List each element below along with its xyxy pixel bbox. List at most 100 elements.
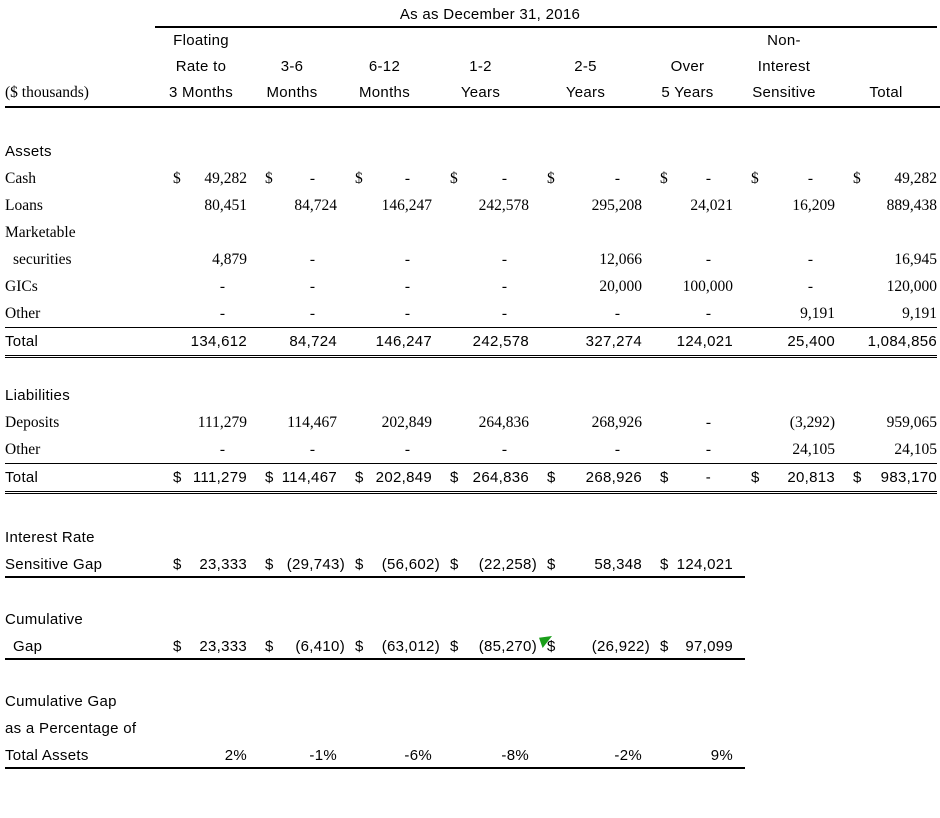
cell-value: - <box>404 278 410 295</box>
cell-value: (85,270) <box>478 638 537 655</box>
column-header <box>337 28 432 54</box>
currency-symbol <box>733 273 751 300</box>
header-row-1: Floating Non- <box>5 28 937 54</box>
cell-value: 84,724 <box>289 333 337 350</box>
currency-symbol: $ <box>751 469 760 486</box>
cell: 327,274 <box>529 328 642 355</box>
cell-value: 114,467 <box>287 414 337 431</box>
cell-value: - <box>501 278 507 295</box>
cell: - <box>155 436 247 463</box>
cell-value: 120,000 <box>886 278 937 295</box>
cell: 9,191 <box>733 300 835 327</box>
cell: $58,348 <box>529 551 642 578</box>
column-header: 1-2 <box>469 58 492 75</box>
cell-value: - <box>404 251 410 268</box>
currency-symbol <box>247 273 265 300</box>
column-header <box>835 28 937 54</box>
cell-value: - <box>501 305 507 322</box>
cell-value: - <box>705 414 711 431</box>
cell: 268,926 <box>529 409 642 436</box>
cell: 9% <box>642 742 733 769</box>
cell-value: 983,170 <box>880 469 937 486</box>
currency-symbol <box>529 192 547 219</box>
cell-value: - <box>614 441 620 458</box>
currency-symbol <box>733 300 751 327</box>
cell-value: - <box>309 278 315 295</box>
row-label: Deposits <box>5 414 60 431</box>
currency-symbol: $ <box>450 556 459 573</box>
cell: $ (26,922) <box>529 633 650 660</box>
cell: -8% <box>432 742 529 769</box>
cell-value: - <box>705 305 711 322</box>
cell: 202,849 <box>337 409 432 436</box>
currency-symbol <box>432 436 450 463</box>
cell-value: 146,247 <box>375 333 432 350</box>
cell-value: - <box>705 469 711 486</box>
cell-value: 23,333 <box>199 638 247 655</box>
cell: 114,467 <box>247 409 337 436</box>
column-header: Floating <box>173 32 229 49</box>
cell: - <box>432 436 529 463</box>
currency-symbol <box>337 246 355 273</box>
cell-value: 24,021 <box>690 197 733 214</box>
currency-symbol <box>432 300 450 327</box>
cell-value: 114,467 <box>281 469 337 486</box>
cell: $23,333 <box>155 633 247 660</box>
currency-symbol: $ <box>450 469 459 486</box>
cell: $ - <box>733 165 835 192</box>
cell: (3,292) <box>733 409 835 436</box>
cell-value: 111,279 <box>197 414 247 431</box>
cell: 20,000 <box>529 273 642 300</box>
currency-symbol <box>155 300 173 327</box>
cell-value: 100,000 <box>682 278 733 295</box>
cell: 16,209 <box>733 192 835 219</box>
row-label: Cash <box>5 170 36 187</box>
table-row: GICs - - - - 20,000 100,000 - 120,000 <box>5 273 937 300</box>
cell-value: - <box>614 305 620 322</box>
cumulative-pct-label-row: Cumulative Gap <box>5 688 937 715</box>
currency-symbol: $ <box>660 556 669 573</box>
currency-symbol: $ <box>853 469 862 486</box>
cell-value: 9% <box>710 747 733 764</box>
gap-values-row: Sensitive Gap $23,333 $ (29,743) $ (56,602… <box>5 551 937 578</box>
column-header: 3 Months <box>168 84 234 101</box>
cell: - <box>529 436 642 463</box>
currency-symbol: $ <box>547 556 556 573</box>
cell-value: 959,065 <box>886 414 937 431</box>
currency-symbol <box>733 409 751 436</box>
section-heading: Assets <box>5 143 52 160</box>
currency-symbol <box>155 273 173 300</box>
currency-symbol <box>529 246 547 273</box>
cell-value: 264,836 <box>472 469 529 486</box>
cell-value: (63,012) <box>381 638 440 655</box>
cell-value: 242,578 <box>478 197 529 214</box>
row-label: Total <box>5 469 39 486</box>
cell: $49,282 <box>835 165 937 192</box>
cell: 16,945 <box>835 246 937 273</box>
column-header: Non- <box>767 32 801 49</box>
currency-symbol: $ <box>450 638 459 655</box>
cell: $ - <box>529 165 642 192</box>
cell: - <box>155 273 247 300</box>
cell: - <box>247 436 337 463</box>
currency-symbol <box>529 436 547 463</box>
cell-value: 264,836 <box>478 414 529 431</box>
cell-value: - <box>309 305 315 322</box>
cell: 124,021 <box>642 328 733 355</box>
cell: $111,279 <box>155 464 247 491</box>
cell: $202,849 <box>337 464 432 491</box>
cumulative-gap-label-row: Cumulative <box>5 606 937 633</box>
cell: - <box>529 300 642 327</box>
cell: - <box>642 300 733 327</box>
column-header <box>432 28 529 54</box>
column-header: Years <box>460 84 501 101</box>
currency-symbol <box>247 246 265 273</box>
column-header: 5 Years <box>661 84 714 101</box>
cell-value: - <box>404 441 410 458</box>
currency-symbol <box>337 300 355 327</box>
cell-value: 268,926 <box>591 414 642 431</box>
section-heading-row: Assets <box>5 138 937 165</box>
column-header-block: Floating Non- Rate to 3-6 6-12 1-2 2-5 O… <box>5 28 940 108</box>
report-table: As as December 31, 2016 Floating Non- Ra… <box>5 6 940 769</box>
cell: 134,612 <box>155 328 247 355</box>
